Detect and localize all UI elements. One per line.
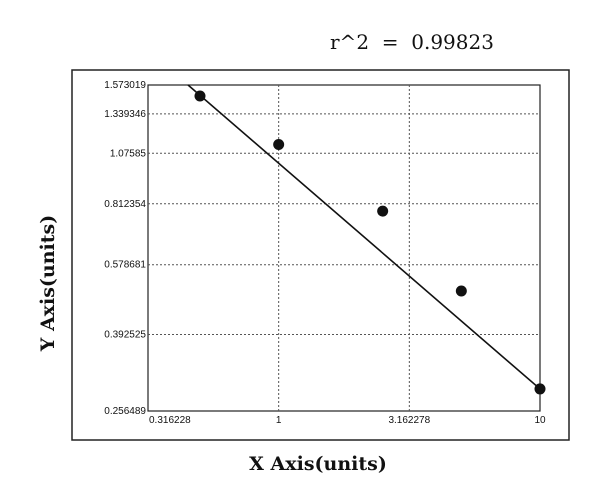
x-axis-title: X Axis(units) — [249, 453, 387, 475]
tick-labels: 0.256489 0.392525 0.578681 0.812354 1.07585 1… — [104, 80, 546, 426]
y-axis-title: Y Axis(units) — [37, 215, 59, 352]
y-tick-label: 0.578681 — [104, 260, 146, 271]
y-tick-label: 0.392525 — [104, 330, 146, 341]
y-tick-label: 1.573019 — [104, 80, 146, 91]
data-point — [194, 90, 206, 102]
x-tick-label: 3.162278 — [388, 415, 430, 426]
data-points — [194, 90, 546, 395]
fit-line-layer — [187, 84, 541, 390]
x-tick-label: 10 — [534, 415, 546, 426]
plot-area — [147, 84, 541, 412]
x-tick-label: 1 — [276, 415, 282, 426]
x-tick-label: 0.316228 — [149, 415, 191, 426]
grid-lines — [148, 85, 540, 411]
r-squared-annotation: r^2 = 0.99823 — [330, 30, 494, 54]
y-tick-label: 1.07585 — [110, 148, 147, 159]
data-point — [534, 383, 546, 395]
y-tick-label: 0.256489 — [104, 406, 146, 417]
chart-outer-frame — [71, 69, 570, 441]
data-point — [377, 205, 389, 217]
y-tick-label: 0.812354 — [104, 199, 146, 210]
fit-line — [187, 84, 541, 390]
y-tick-label: 1.339346 — [104, 109, 146, 120]
data-point — [455, 285, 467, 297]
data-point — [273, 138, 285, 150]
